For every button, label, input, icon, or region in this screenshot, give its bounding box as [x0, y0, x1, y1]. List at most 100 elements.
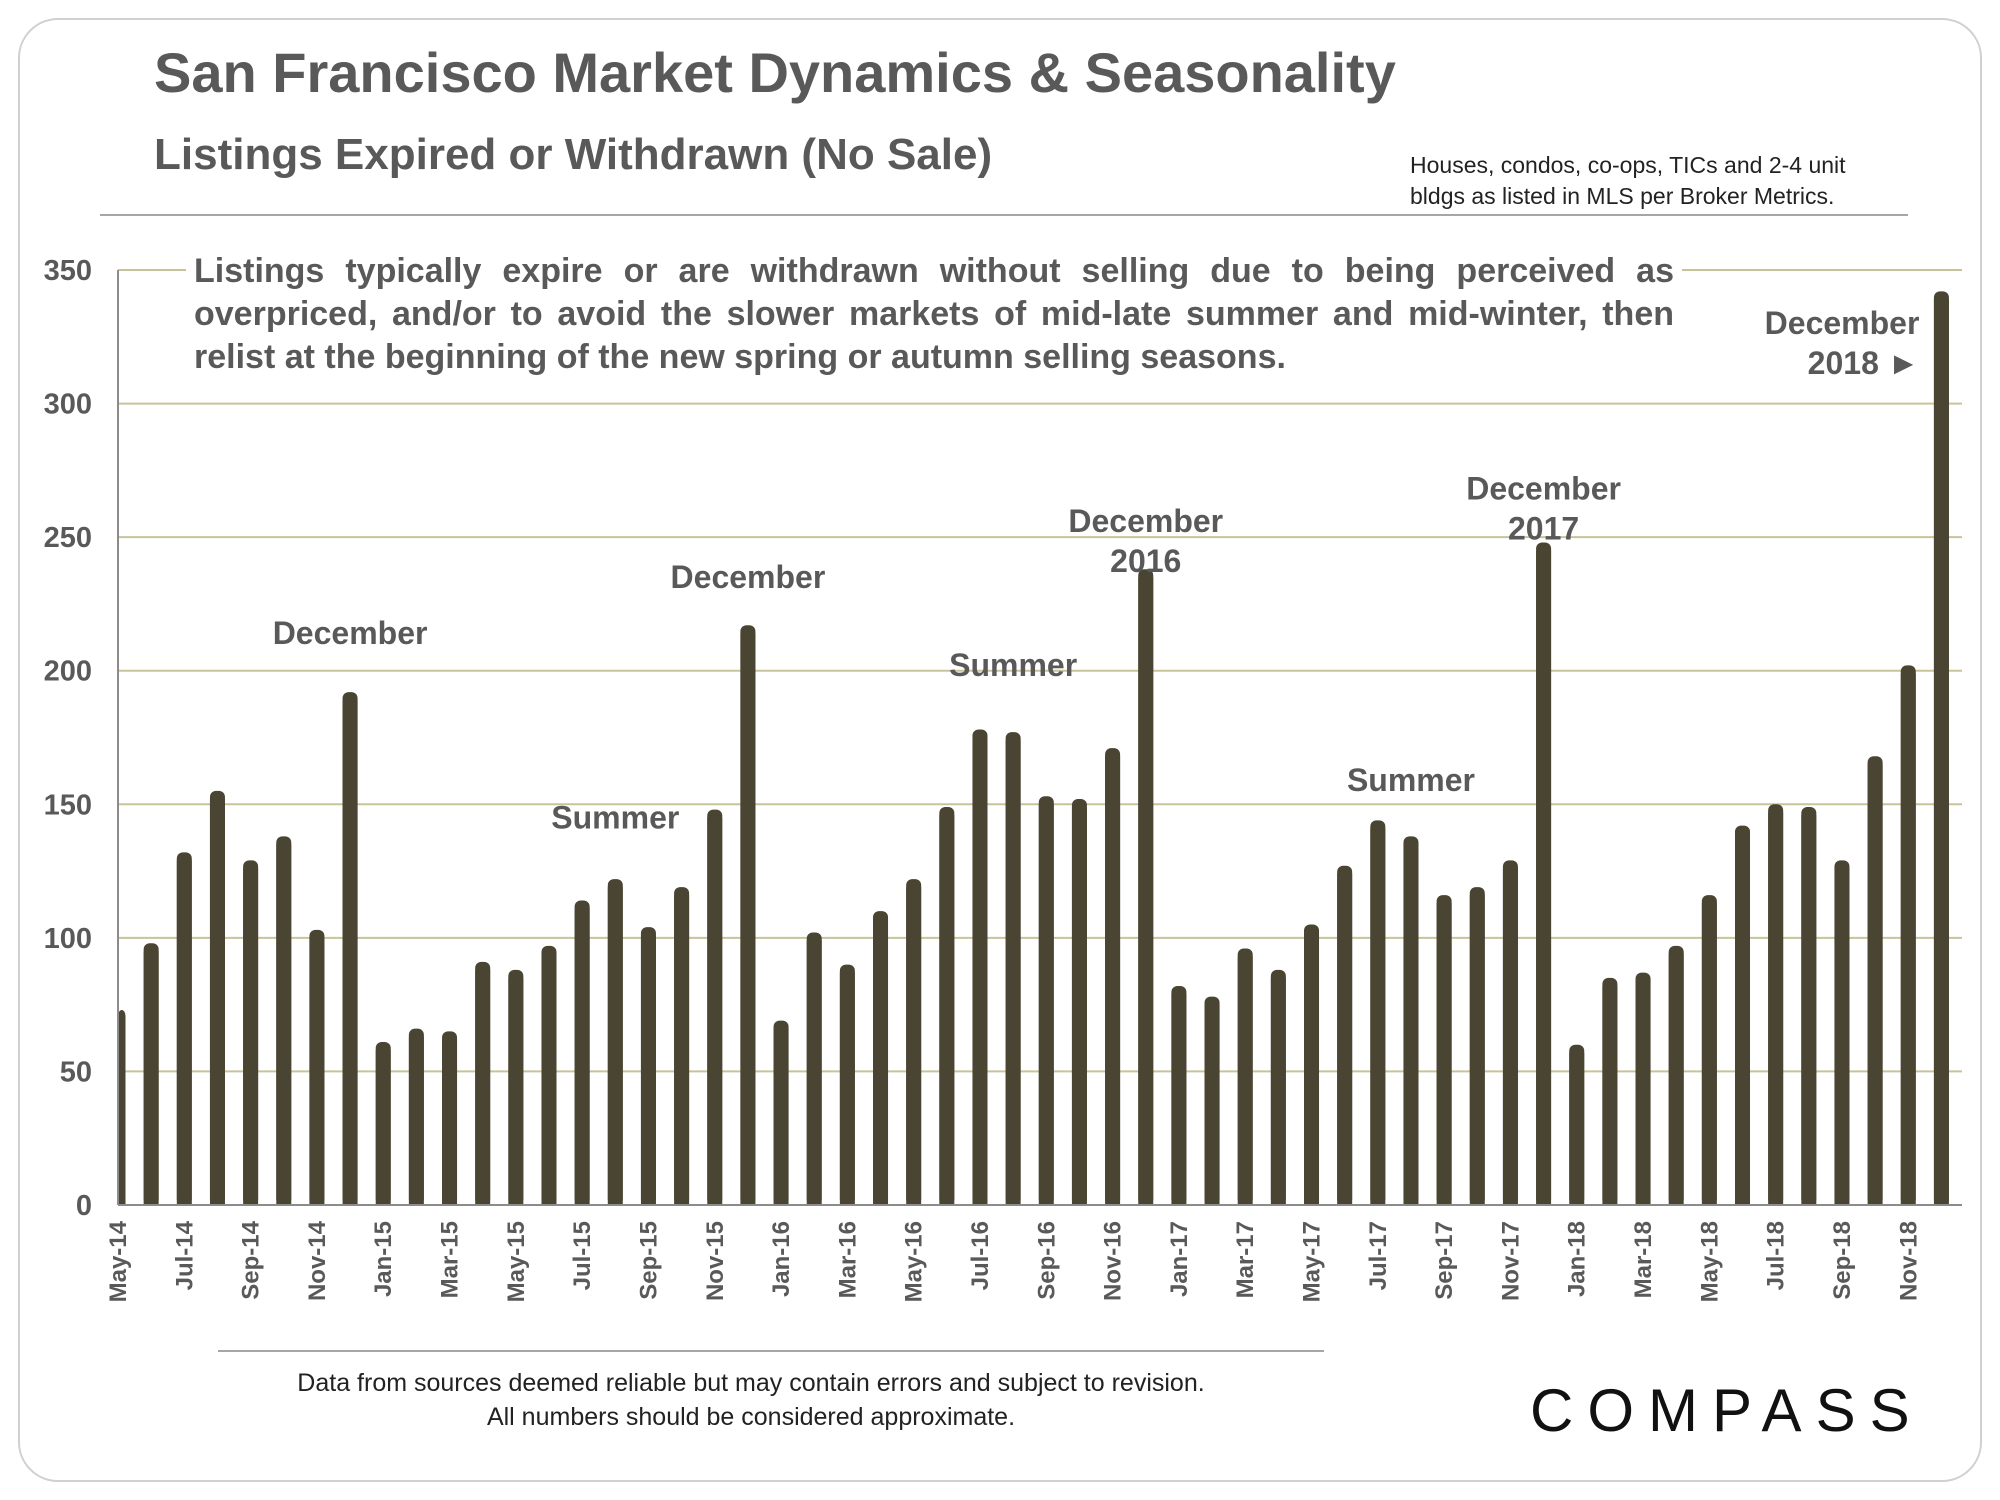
chart-annotation: December — [1068, 503, 1223, 539]
bar-body — [342, 700, 358, 1205]
slide-frame — [18, 18, 1982, 1482]
y-tick-label: 150 — [44, 789, 92, 821]
bar-body — [508, 977, 524, 1205]
bar-body — [1635, 980, 1651, 1205]
x-tick-label: May-14 — [105, 1220, 132, 1302]
x-tick-label: May-18 — [1696, 1221, 1723, 1302]
bar-body — [1005, 740, 1021, 1205]
compass-logo: COMPASS — [1530, 1377, 1924, 1444]
y-tick-label: 200 — [44, 656, 92, 688]
source-note: Houses, condos, co-ops, TICs and 2-4 uni… — [1410, 150, 1930, 212]
x-tick-label: Nov-17 — [1497, 1221, 1524, 1301]
disclaimer: Data from sources deemed reliable but ma… — [218, 1366, 1284, 1434]
x-tick-label: Nov-16 — [1100, 1221, 1127, 1301]
bar-body — [1668, 953, 1684, 1205]
x-tick-label: Jan-17 — [1166, 1221, 1193, 1297]
bar-body — [806, 940, 822, 1205]
bar-body — [1105, 756, 1121, 1205]
bar-body — [1900, 673, 1916, 1205]
bars — [118, 291, 1949, 1205]
bar-body — [408, 1036, 424, 1205]
x-axis-ticks: May-14 Jul-14 Sep-14 Nov-14 Jan-15 Mar-15 May-… — [105, 1220, 1922, 1302]
bar-body — [1304, 932, 1320, 1205]
bar-body — [839, 972, 855, 1205]
x-tick-label: Jan-18 — [1564, 1221, 1591, 1297]
x-tick-label: Jul-16 — [967, 1221, 994, 1290]
chart-annotation: December — [671, 559, 826, 595]
bar-body — [1370, 828, 1386, 1205]
bar-body — [541, 953, 557, 1205]
x-tick-label: Jan-16 — [768, 1221, 795, 1297]
x-tick-label: Sep-18 — [1829, 1221, 1856, 1300]
axes — [117, 270, 1962, 1206]
bar-body — [309, 937, 325, 1205]
bar-body — [740, 633, 756, 1205]
bar-body — [607, 887, 623, 1205]
chart-annotation: December — [273, 615, 428, 651]
bar-body — [1867, 764, 1883, 1205]
bar-body — [1071, 806, 1087, 1205]
chart-annotation: Summer — [551, 799, 679, 835]
bar-body — [276, 844, 292, 1205]
y-tick-label: 250 — [44, 522, 92, 554]
y-tick-label: 100 — [44, 923, 92, 955]
bar-body — [1237, 956, 1253, 1205]
bar-body — [1569, 1052, 1585, 1205]
y-tick-label: 0 — [76, 1190, 92, 1222]
bar-body — [1602, 985, 1618, 1205]
x-tick-label: Sep-15 — [635, 1221, 662, 1300]
bar-body — [209, 798, 225, 1205]
x-tick-label: Mar-15 — [437, 1221, 464, 1298]
y-tick-label: 300 — [44, 389, 92, 421]
bar-body — [475, 969, 491, 1205]
chart-annotation: 2016 — [1110, 543, 1181, 579]
bar-body — [1436, 903, 1452, 1205]
bar-body — [1337, 873, 1353, 1205]
chart-annotation: 2017 — [1508, 511, 1579, 547]
bar-body — [243, 868, 259, 1205]
bar-body — [1469, 895, 1485, 1205]
y-axis-ticks: 0 50 100 150 200 250 300 350 — [44, 255, 92, 1222]
bar-body — [1536, 550, 1552, 1205]
bar-body — [1270, 977, 1286, 1205]
footer-divider — [218, 1350, 1324, 1352]
page-title: San Francisco Market Dynamics & Seasonal… — [154, 41, 1396, 104]
x-tick-label: Nov-14 — [304, 1220, 331, 1301]
x-tick-label: Jan-15 — [370, 1221, 397, 1297]
x-tick-label: Sep-16 — [1033, 1221, 1060, 1300]
annotations: December Summer December Summer December 2016… — [273, 305, 1920, 835]
y-tick-label: 50 — [60, 1056, 92, 1088]
bar-body — [1403, 844, 1419, 1205]
x-tick-label: May-17 — [1299, 1221, 1326, 1302]
chart-annotation: December — [1765, 305, 1920, 341]
bar-body — [1735, 833, 1751, 1205]
bar-body — [773, 1028, 789, 1205]
bar-body — [1171, 993, 1187, 1205]
chart-callout-text: Listings typically expire or are withdra… — [186, 250, 1682, 379]
chart-annotation: Summer — [1347, 762, 1475, 798]
bar-body — [972, 737, 988, 1205]
x-tick-label: Mar-18 — [1630, 1221, 1657, 1298]
x-tick-label: Nov-15 — [702, 1221, 729, 1301]
chart-annotation: December — [1466, 471, 1621, 507]
bar-body — [1038, 804, 1054, 1205]
bar-body — [707, 817, 723, 1205]
x-tick-label: Jul-15 — [569, 1221, 596, 1290]
bar-body — [873, 919, 889, 1205]
header-divider — [100, 214, 1908, 216]
x-tick-label: Nov-18 — [1895, 1221, 1922, 1301]
bar-body — [118, 1017, 126, 1205]
x-tick-label: Sep-14 — [238, 1220, 265, 1299]
bar-body — [1204, 1004, 1220, 1205]
bar-body — [375, 1050, 391, 1205]
x-tick-label: Jul-18 — [1763, 1221, 1790, 1290]
bar-body — [143, 951, 159, 1205]
source-note-line-2: bldgs as listed in MLS per Broker Metric… — [1410, 183, 1835, 209]
bar-body — [1502, 868, 1518, 1205]
bar-body — [1701, 903, 1717, 1205]
bar-body — [674, 895, 690, 1205]
bar-body — [1768, 812, 1784, 1205]
disclaimer-line-1: Data from sources deemed reliable but ma… — [297, 1369, 1205, 1397]
x-tick-label: Sep-17 — [1431, 1221, 1458, 1300]
